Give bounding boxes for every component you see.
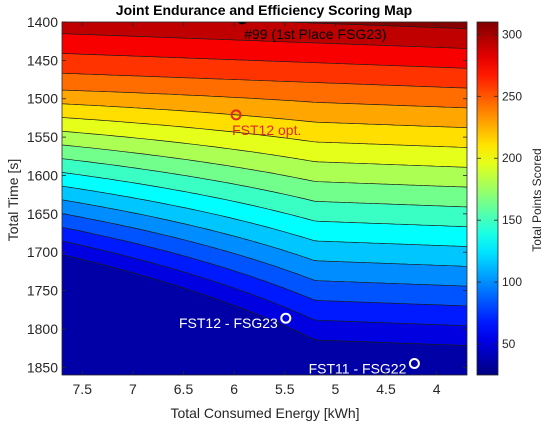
contour-line — [62, 144, 467, 188]
annotation-label: FST12 opt. — [232, 122, 301, 138]
y-tick-label: 1800 — [27, 321, 58, 337]
y-tick-label: 1500 — [27, 91, 58, 107]
contour-band — [62, 33, 467, 69]
contour-line — [62, 172, 467, 228]
x-tick-label: 6 — [230, 381, 238, 397]
contour-band — [62, 90, 467, 128]
contour-line — [62, 240, 467, 327]
annotation-marker — [237, 22, 247, 25]
x-tick-label: 4 — [433, 381, 441, 397]
annotation-label: FST12 - FSG23 — [179, 315, 278, 331]
y-tick-label: 1650 — [27, 206, 58, 222]
contour-bands — [62, 22, 467, 375]
annotation-marker — [230, 109, 242, 121]
contour-band — [62, 103, 467, 148]
x-tick-label: 7.5 — [73, 381, 93, 397]
contour-line — [62, 185, 467, 247]
contour-line — [62, 72, 467, 89]
y-tick-label: 1400 — [27, 14, 58, 30]
contour-band — [284, 22, 467, 29]
x-axis-label: Total Consumed Energy [kWh] — [170, 405, 359, 421]
contour-line — [62, 53, 467, 69]
contour-line — [274, 22, 467, 30]
colorbar-label: Total Points Scored — [530, 148, 544, 251]
x-tick-label: 4.5 — [376, 381, 396, 397]
colorbar-tick-label: 200 — [502, 151, 522, 165]
contour-line — [62, 33, 467, 49]
annotation-marker — [280, 312, 292, 324]
contour-band — [62, 186, 467, 267]
contour-line — [62, 213, 467, 287]
contour-line — [62, 226, 467, 307]
contour-band — [62, 199, 467, 287]
contour-line — [62, 130, 467, 168]
contour-line — [62, 254, 467, 346]
contour-band — [62, 117, 467, 168]
plot-frame — [61, 21, 468, 376]
x-tick-label: 5 — [331, 381, 339, 397]
x-tick-label: 5.5 — [275, 381, 295, 397]
contour-band — [62, 241, 467, 346]
contour-line — [62, 89, 467, 109]
y-tick-label: 1550 — [27, 129, 58, 145]
contour-line — [62, 199, 467, 267]
annotation-label: #99 (1st Place FSG23) — [244, 26, 386, 42]
contour-band — [62, 145, 467, 207]
colorbar-strip — [476, 21, 499, 376]
contour-line — [62, 158, 467, 208]
colorbar-ticks: 50 100 150 200 250 300 — [477, 27, 522, 351]
contour-line — [62, 117, 467, 148]
contour-band — [62, 22, 467, 49]
x-axis-ticks: 7.5 7 6.5 6 5.5 5 4.5 4 — [73, 22, 441, 397]
annotation-markers — [230, 22, 420, 369]
colorbar-tick-label: 50 — [502, 337, 516, 351]
x-tick-label: 7 — [129, 381, 137, 397]
contour-band — [62, 73, 467, 108]
y-tick-label: 1600 — [27, 167, 58, 183]
contour-band — [62, 158, 467, 227]
y-axis-label: Total Time [s] — [5, 159, 21, 241]
annotation-marker — [408, 358, 420, 369]
y-tick-label: 1700 — [27, 244, 58, 260]
contour-band — [62, 213, 467, 306]
colorbar-tick-label: 250 — [502, 89, 522, 103]
colorbar: 50 100 150 200 250 300 Total Points Scored — [476, 21, 544, 376]
colorbar-tick-label: 150 — [502, 213, 522, 227]
contour-lines — [62, 22, 467, 346]
contour-band — [62, 227, 467, 326]
x-tick-label: 6.5 — [174, 381, 194, 397]
y-axis-ticks: 1400 1450 1500 1550 1600 1650 1700 1750 1800 1850 — [27, 14, 467, 375]
colorbar-tick-label: 300 — [502, 27, 522, 41]
contour-band — [62, 172, 467, 247]
contour-line — [62, 103, 467, 129]
y-tick-label: 1850 — [27, 359, 58, 375]
y-tick-label: 1750 — [27, 283, 58, 299]
contour-band — [62, 131, 467, 188]
colorbar-tick-label: 100 — [502, 275, 522, 289]
contour-band — [62, 53, 467, 89]
annotation-label: FST11 - FSG22 — [309, 361, 407, 377]
plot-area: #99 (1st Place FSG23) FST12 opt. FST12 - F… — [62, 22, 467, 377]
annotation-labels: #99 (1st Place FSG23) FST12 opt. FST12 - F… — [179, 26, 407, 377]
chart-title: Joint Endurance and Efficiency Scoring M… — [116, 2, 412, 18]
contour-band — [62, 254, 467, 375]
y-tick-label: 1450 — [27, 52, 58, 68]
